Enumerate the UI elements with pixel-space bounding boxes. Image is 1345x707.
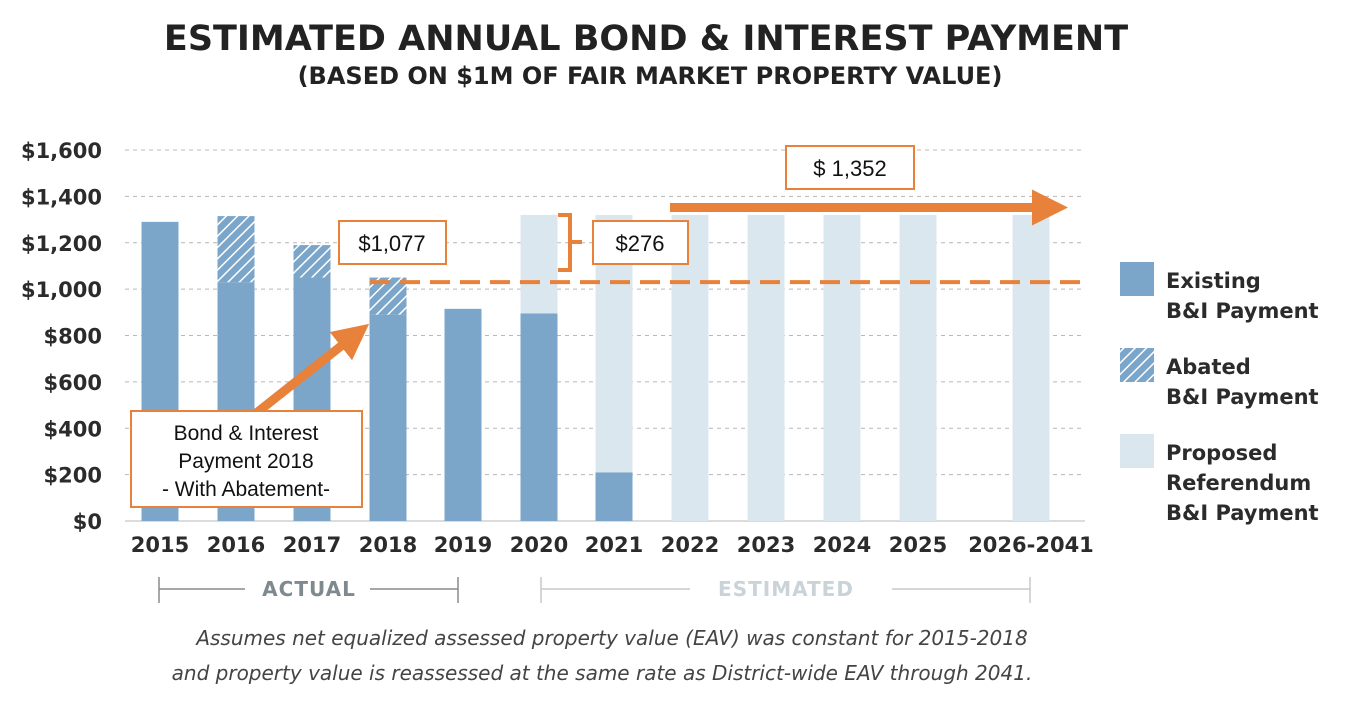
y-tick-label: $1,400	[21, 185, 102, 209]
callout-1352-label: $ 1,352	[813, 156, 886, 181]
y-axis-ticks: $0 $200 $400 $600 $800 $1,000 $1,200 $1,400 $1,6…	[21, 139, 102, 534]
callout-1077-label: $1,077	[358, 231, 425, 256]
y-tick-label: $1,200	[21, 232, 102, 256]
y-tick-label: $0	[73, 510, 102, 534]
bar-proposed-2022	[671, 214, 709, 522]
note-line-2: Payment 2018	[178, 450, 313, 473]
legend-proposed-line3: B&I Payment	[1166, 501, 1319, 525]
callout-276: $276	[592, 220, 689, 265]
bar-abated-2016	[217, 216, 255, 283]
note-arrow	[247, 323, 370, 422]
bar-proposed-2023	[747, 214, 785, 522]
legend-proposed-line2: Referendum	[1166, 471, 1311, 495]
legend-existing-line1: Existing	[1166, 269, 1261, 293]
legend-existing-line2: B&I Payment	[1166, 299, 1319, 323]
y-tick-label: $400	[44, 417, 102, 441]
x-category-label: 2023	[737, 533, 795, 557]
legend-item-abated: Abated B&I Payment	[1120, 348, 1319, 409]
x-category-label: 2015	[131, 533, 189, 557]
bar-proposed-2020	[520, 214, 558, 314]
legend-item-proposed: Proposed Referendum B&I Payment	[1120, 434, 1319, 525]
callout-276-label: $276	[616, 231, 665, 256]
legend: Existing B&I Payment Abated B&I Payment …	[1120, 262, 1319, 525]
x-category-label: 2020	[510, 533, 568, 557]
chart-title: ESTIMATED ANNUAL BOND & INTEREST PAYMENT	[164, 19, 1128, 59]
legend-item-existing: Existing B&I Payment	[1120, 262, 1319, 323]
x-category-label: 2017	[283, 533, 341, 557]
bar-proposed-2026-2041	[1012, 214, 1050, 522]
bar-existing-2020	[520, 313, 558, 521]
bar-proposed-2024	[823, 214, 861, 522]
y-tick-label: $1,600	[21, 139, 102, 163]
x-category-label: 2018	[359, 533, 417, 557]
bar-existing-2018	[369, 314, 407, 521]
legend-abated-line2: B&I Payment	[1166, 385, 1319, 409]
y-tick-label: $800	[44, 325, 102, 349]
legend-swatch-proposed	[1120, 434, 1154, 468]
x-axis-categories: 2015 2016 2017 2018 2019 2020 2021 2022 2023 2024…	[131, 533, 1094, 557]
legend-swatch-existing	[1120, 262, 1154, 296]
x-category-label: 2016	[207, 533, 265, 557]
period-actual-label: ACTUAL	[262, 577, 356, 601]
footnote-line-2: and property value is reassessed at the …	[172, 661, 1033, 685]
period-estimated: ESTIMATED	[540, 577, 1031, 603]
y-tick-label: $600	[44, 371, 102, 395]
y-tick-label: $1,000	[21, 278, 102, 302]
period-estimated-label: ESTIMATED	[718, 577, 854, 601]
callout-note-2018: Bond & Interest Payment 2018 - With Abat…	[130, 410, 363, 508]
x-category-label: 2022	[661, 533, 719, 557]
x-category-label: 2025	[889, 533, 947, 557]
x-category-label: 2021	[585, 533, 643, 557]
legend-swatch-abated	[1120, 348, 1154, 382]
legend-abated-line1: Abated	[1166, 355, 1251, 379]
bar-existing-2021	[595, 472, 633, 521]
x-category-label: 2026-2041	[968, 533, 1094, 557]
chart-subtitle: (BASED ON $1M OF FAIR MARKET PROPERTY VA…	[298, 62, 1003, 90]
x-category-label: 2024	[813, 533, 871, 557]
bar-proposed-2025	[899, 214, 937, 522]
bar-abated-2017	[293, 245, 331, 278]
callout-1077: $1,077	[338, 220, 447, 265]
period-actual: ACTUAL	[158, 577, 459, 603]
bar-existing-2019	[444, 308, 482, 521]
note-line-1: Bond & Interest	[174, 422, 319, 445]
legend-proposed-line1: Proposed	[1166, 441, 1277, 465]
y-tick-label: $200	[44, 464, 102, 488]
increase-bracket	[558, 213, 582, 272]
note-line-3: - With Abatement-	[162, 478, 330, 501]
callout-1352: $ 1,352	[785, 145, 915, 190]
footnote-line-1: Assumes net equalized assessed property …	[194, 626, 1027, 650]
x-category-label: 2019	[434, 533, 492, 557]
